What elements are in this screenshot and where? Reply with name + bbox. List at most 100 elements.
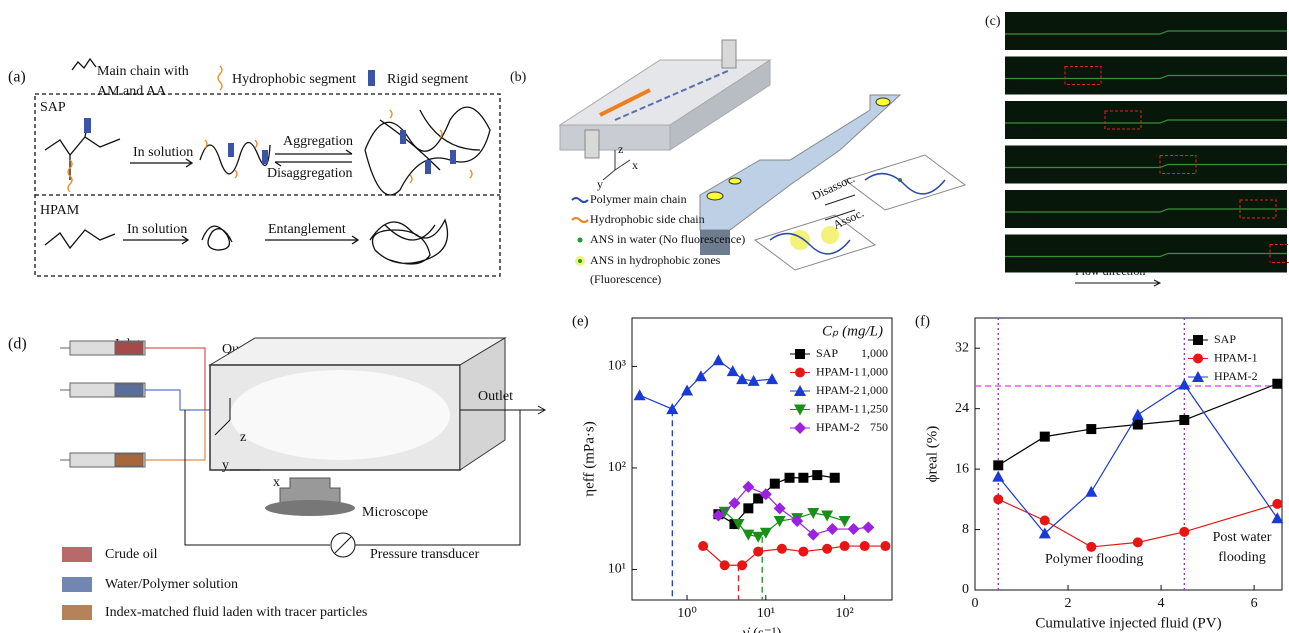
annotation: Post water [1213, 530, 1272, 545]
marker [1178, 378, 1190, 389]
label: Microscope [362, 505, 428, 520]
legend-concentration: 750 [870, 420, 888, 434]
legend-label: HPAM-2 [816, 420, 860, 434]
time-label: 100 ms [1008, 122, 1043, 136]
shape [115, 342, 143, 354]
shape [368, 70, 375, 86]
chart: (f)024608162432Cumulative injected fluid… [915, 313, 1283, 631]
marker [1040, 432, 1050, 442]
legend-concentration: 1,250 [861, 401, 888, 415]
shape [280, 478, 340, 503]
shape [700, 95, 900, 230]
shape [425, 160, 431, 174]
label: (d) [8, 336, 27, 353]
time-label: 0 ms [1008, 33, 1031, 47]
shape [370, 220, 448, 264]
shape [450, 150, 456, 164]
marker [860, 541, 870, 551]
marker [839, 516, 851, 527]
shape [145, 410, 205, 460]
shape [145, 348, 205, 410]
time-label: 150 ms [1008, 166, 1043, 180]
panel-label: (e) [572, 313, 589, 329]
marker [1179, 527, 1189, 537]
shape [202, 226, 232, 250]
label: z [240, 430, 246, 445]
label: Aggregation [283, 134, 353, 149]
shape [72, 59, 96, 70]
shape [262, 150, 268, 164]
marker [1040, 515, 1050, 525]
y-tick-label: 0 [962, 582, 969, 597]
label: Entanglement [268, 222, 346, 237]
marker [712, 354, 724, 365]
legend-marker [795, 368, 805, 378]
legend-marker [794, 422, 806, 434]
label: x [632, 158, 638, 172]
label: z [618, 142, 623, 156]
marker [798, 547, 808, 557]
label: Outlet [478, 389, 513, 404]
figure: (a) Main chain with AM and AA Hydrophobi… [0, 0, 1289, 633]
shape [729, 178, 741, 184]
marker [993, 494, 1003, 504]
label: x [273, 475, 280, 490]
shape [572, 198, 588, 202]
panel-b: (b) Disassoc. Assoc. zxy Polymer main ch… [510, 40, 965, 286]
x-tick-label: 10¹ [757, 606, 775, 621]
series-line [998, 384, 1277, 533]
marker [737, 560, 747, 570]
shape [200, 143, 270, 174]
label: (a) [8, 69, 26, 86]
label: (b) [510, 70, 527, 85]
label: Disassoc. [810, 171, 857, 203]
marker [698, 541, 708, 551]
label: Hydrophobic side chain [590, 212, 705, 226]
label: Rigid segment [387, 72, 468, 87]
shape [228, 143, 234, 157]
shape [755, 215, 875, 270]
annotation: flooding [1218, 550, 1265, 565]
marker [720, 560, 730, 570]
legend-marker [1193, 335, 1203, 345]
y-tick-label: 16 [955, 461, 969, 476]
marker [770, 479, 780, 489]
label: Polymer main chain [590, 192, 687, 206]
label: (c) [985, 14, 1001, 29]
marker [993, 460, 1003, 470]
shape [572, 218, 588, 222]
series-line [718, 487, 868, 535]
shape [560, 125, 670, 150]
shape [876, 98, 890, 106]
marker [840, 541, 850, 551]
chart: (e)10⁰10¹10²10¹10²10³γ̇ (s⁻¹)ηeff (mPa·s… [572, 313, 892, 633]
legend-title: Cₚ (mg/L) [822, 323, 883, 339]
shape [365, 107, 490, 195]
shape [400, 130, 406, 144]
time-label: 200 ms [1008, 211, 1043, 225]
y-tick-label: 10² [608, 460, 626, 475]
marker [1133, 537, 1143, 547]
shape [825, 195, 855, 205]
marker [830, 473, 840, 483]
y-tick-label: 10¹ [608, 562, 626, 577]
label: SAP [40, 100, 66, 115]
marker [992, 471, 1004, 482]
x-tick-label: 0 [972, 596, 979, 611]
marker [1085, 486, 1097, 497]
marker [1132, 409, 1144, 420]
y-tick-label: 10³ [608, 359, 626, 374]
marker [1086, 542, 1096, 552]
y-tick-label: 24 [955, 401, 969, 416]
label: AM and AA [97, 84, 167, 99]
legend-label: HPAM-1 [816, 401, 860, 415]
marker [753, 547, 763, 557]
annotation: Polymer flooding [1045, 552, 1143, 567]
marker [1272, 499, 1282, 509]
label: Pressure transducer [370, 547, 480, 562]
legend-label: HPAM-2 [1214, 369, 1258, 383]
shape [615, 160, 630, 170]
marker [1272, 379, 1282, 389]
label: In solution [133, 145, 193, 160]
shape [707, 192, 723, 200]
